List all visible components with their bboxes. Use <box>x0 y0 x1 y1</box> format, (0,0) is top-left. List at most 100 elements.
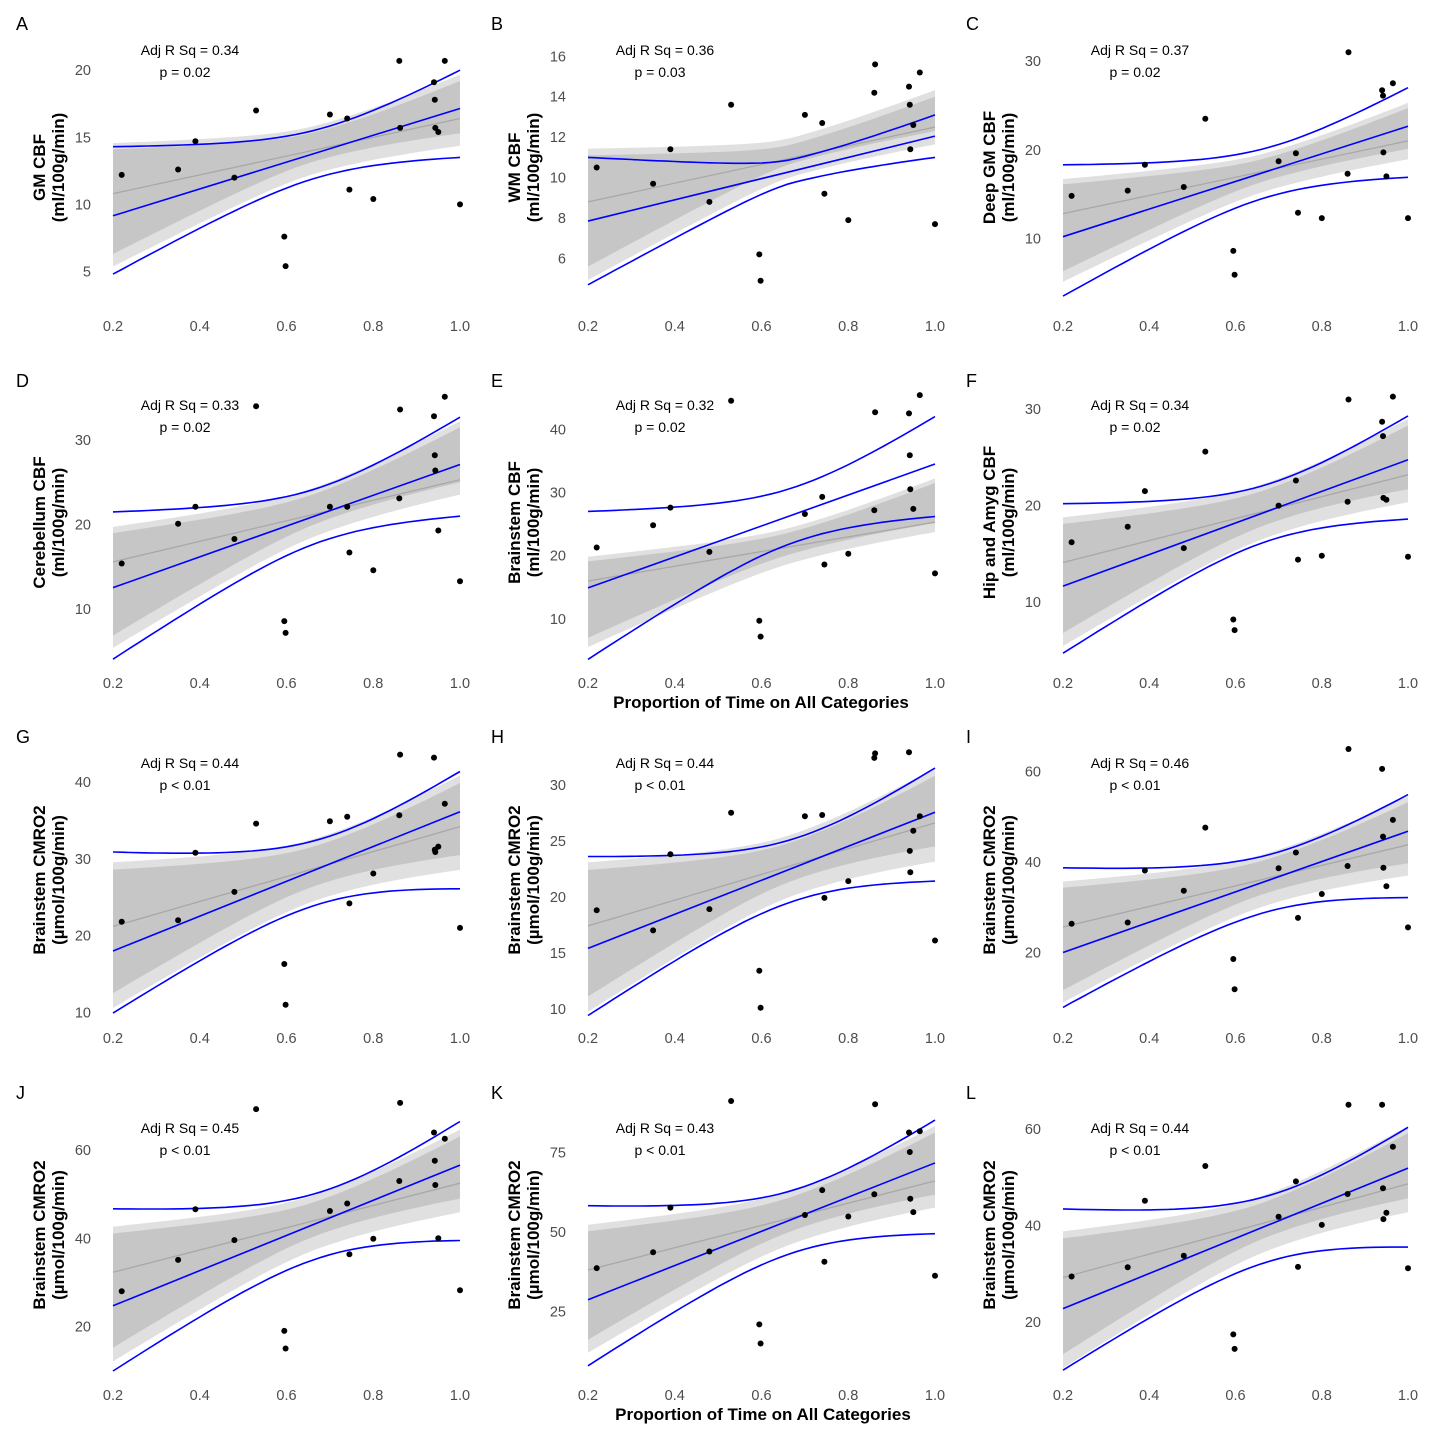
panel-i-y-axis-title-line: (µmol/100g/min) <box>999 815 1018 945</box>
panel-j-data-point <box>231 1237 238 1244</box>
panel-k-data-point <box>757 1340 764 1347</box>
panel-b-data-point <box>667 146 674 153</box>
panel-h-data-point <box>593 907 600 914</box>
panel-e-data-point <box>906 410 912 417</box>
panel-g-confidence-band <box>113 783 460 994</box>
panel-k-y-axis-title: Brainstem CMRO2(µmol/100g/min) <box>505 1160 543 1309</box>
panel-f-data-point <box>1380 433 1386 440</box>
panel-k-data-point <box>910 1209 917 1216</box>
panel-d-data-point <box>282 629 289 636</box>
panel-i-data-point <box>1275 865 1282 872</box>
panel-c-y-axis-title-line: (ml/100g/min) <box>999 113 1018 223</box>
panel-k-data-point <box>706 1248 713 1255</box>
panel-d-x-tick-label: 0.8 <box>363 676 383 692</box>
panel-c-p-value-label: p = 0.02 <box>1110 64 1161 80</box>
panel-e-data-point <box>821 561 828 568</box>
panel-h-data-point <box>910 827 917 834</box>
panel-i-data-point <box>1230 956 1237 962</box>
panel-l-data-point <box>1383 1209 1390 1216</box>
panel-d-data-point <box>231 536 238 542</box>
panel-l-data-point <box>1380 1216 1387 1223</box>
panel-b-y-tick-label: 16 <box>550 49 566 65</box>
panel-h-data-point <box>756 967 763 974</box>
panel-d-x-tick-label: 0.2 <box>103 676 123 692</box>
panel-h-y-tick-label: 25 <box>550 834 566 850</box>
panel-i-data-point <box>1379 765 1386 772</box>
panel-j-gray-fit-line <box>112 1182 461 1273</box>
panel-c: C Deep GM CBF(ml/100g/min) 10 20 30 0.2 0.4 0.6… <box>966 14 1418 335</box>
panel-b-y-tick-label: 6 <box>558 251 566 267</box>
panel-e-y-axis-title-line: Brainstem CBF <box>505 461 524 584</box>
panel-h-blue-upper-line <box>588 767 936 858</box>
panel-b-data-point <box>845 217 852 224</box>
panel-a-data-point <box>431 96 438 103</box>
panel-k-data-point <box>667 1204 674 1211</box>
panel-h-confidence-band <box>588 775 935 997</box>
panel-j-data-point <box>441 1135 448 1142</box>
panel-j-x-tick-label: 1.0 <box>450 1388 470 1404</box>
panel-j-data-point <box>431 1129 437 1136</box>
panel-e-data-point <box>845 550 852 557</box>
panel-d-data-point <box>431 413 437 420</box>
panel-b-y-axis-title: WM CBF(ml/100g/min) <box>505 113 543 223</box>
panel-c-data-point <box>1275 158 1282 165</box>
panel-b-adj-r-sq-label: Adj R Sq = 0.36 <box>616 42 715 58</box>
panel-b-x-tick-label: 0.6 <box>751 319 771 335</box>
panel-a-data-point <box>231 174 238 181</box>
panel-l-data-point <box>1068 1273 1075 1280</box>
panel-h-y-axis-title: Brainstem CMRO2(µmol/100g/min) <box>505 805 543 954</box>
panel-f-letter: F <box>966 371 977 391</box>
panel-a-y-axis-title: GM CBF(ml/100g/min) <box>30 113 68 223</box>
panel-c-y-tick-label: 30 <box>1025 54 1041 70</box>
panel-l-y-tick-label: 40 <box>1025 1218 1041 1234</box>
panel-k-data-point <box>906 1149 913 1155</box>
panel-a-confidence-band <box>113 81 460 254</box>
panel-c-x-tick-label: 0.6 <box>1225 319 1245 335</box>
panel-e-x-tick-label: 0.8 <box>838 676 858 692</box>
panel-c-data-point <box>1068 192 1075 199</box>
panel-l-letter: L <box>966 1083 976 1103</box>
panel-l-confidence-band <box>1063 1133 1408 1355</box>
panel-l-data-point <box>1231 1345 1238 1352</box>
panel-l-blue-lower-line <box>1062 1246 1409 1371</box>
panel-h-x-tick-label: 0.8 <box>838 1031 858 1047</box>
panel-g-y-tick-label: 20 <box>75 929 91 945</box>
panel-k: K Brainstem CMRO2(µmol/100g/min) 25 50 75 0.2… <box>491 1083 945 1404</box>
panel-k-adj-r-sq-label: Adj R Sq = 0.43 <box>616 1120 715 1136</box>
panel-e-data-point <box>593 544 600 551</box>
panel-i-data-point <box>1180 887 1187 894</box>
panel-l-data-point <box>1405 1265 1411 1272</box>
panel-g-data-point <box>344 813 351 820</box>
panel-e-p-value-label: p = 0.02 <box>635 419 686 435</box>
panel-k-data-point <box>872 1101 879 1108</box>
panel-c-blue-lower-line <box>1062 176 1409 297</box>
panel-a-data-point <box>457 201 463 208</box>
panel-l-data-point <box>1275 1213 1282 1220</box>
panel-c-data-point <box>1383 173 1390 180</box>
panel-j-x-tick-label: 0.8 <box>363 1388 383 1404</box>
panel-e-data-point <box>650 522 657 529</box>
panel-c-data-point <box>1202 115 1209 122</box>
panel-g-data-point <box>397 751 404 758</box>
panel-j-blue-fit-line <box>112 1164 461 1307</box>
panel-c-gray-fit-line <box>1062 140 1409 215</box>
panel-g-data-point <box>253 820 260 827</box>
panel-c-data-point <box>1389 80 1396 87</box>
panel-k-x-tick-label: 0.8 <box>838 1388 858 1404</box>
panel-a-y-axis-title-line: (ml/100g/min) <box>49 113 68 223</box>
panel-b-y-tick-label: 14 <box>550 90 566 106</box>
panel-k-y-axis-title-line: Brainstem CMRO2 <box>505 1160 524 1309</box>
panel-d-blue-lower-line <box>112 515 461 660</box>
panel-h-x-tick-label: 1.0 <box>925 1031 945 1047</box>
panel-e-data-point <box>819 493 826 500</box>
panel-c-x-tick-label: 1.0 <box>1398 319 1418 335</box>
panel-b-y-tick-label: 10 <box>550 171 566 187</box>
panel-f-blue-fit-line <box>1062 459 1409 587</box>
panel-b-data-point <box>728 101 735 108</box>
panel-i-data-point <box>1292 849 1299 856</box>
panel-d-data-point <box>441 393 448 400</box>
panel-a-x-tick-label: 1.0 <box>450 319 470 335</box>
panel-j-y-tick-label: 60 <box>75 1143 91 1159</box>
panel-l-y-axis-title-line: (µmol/100g/min) <box>999 1170 1018 1300</box>
